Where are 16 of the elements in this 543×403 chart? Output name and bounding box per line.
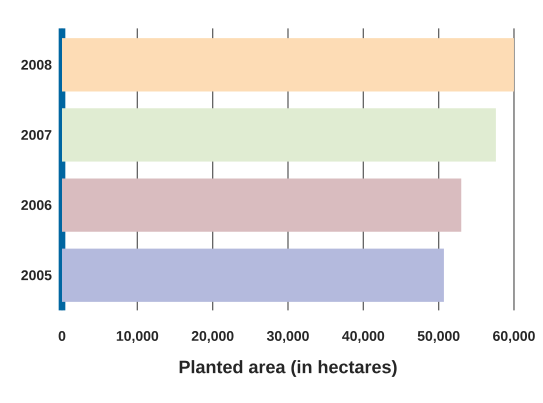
x-axis-title: Planted area (in hectares) <box>180 360 397 377</box>
bar <box>62 248 444 302</box>
bar <box>62 108 496 162</box>
y-tick-label: 2007 <box>21 130 52 140</box>
x-tick-label: 20,000 <box>192 331 234 343</box>
x-tick-label: 0 <box>58 331 66 341</box>
x-tick-label: 40,000 <box>342 331 384 343</box>
bar <box>62 38 514 92</box>
x-tick-label: 60,000 <box>493 331 535 343</box>
x-tick-label: 10,000 <box>116 331 158 343</box>
bar <box>62 178 462 232</box>
x-tick-label: 30,000 <box>266 331 309 343</box>
x-tick-label: 50,000 <box>418 331 460 343</box>
y-tick-label: 2006 <box>21 200 52 210</box>
y-tick-label: 2005 <box>21 270 52 280</box>
y-tick-label: 2008 <box>21 60 52 70</box>
